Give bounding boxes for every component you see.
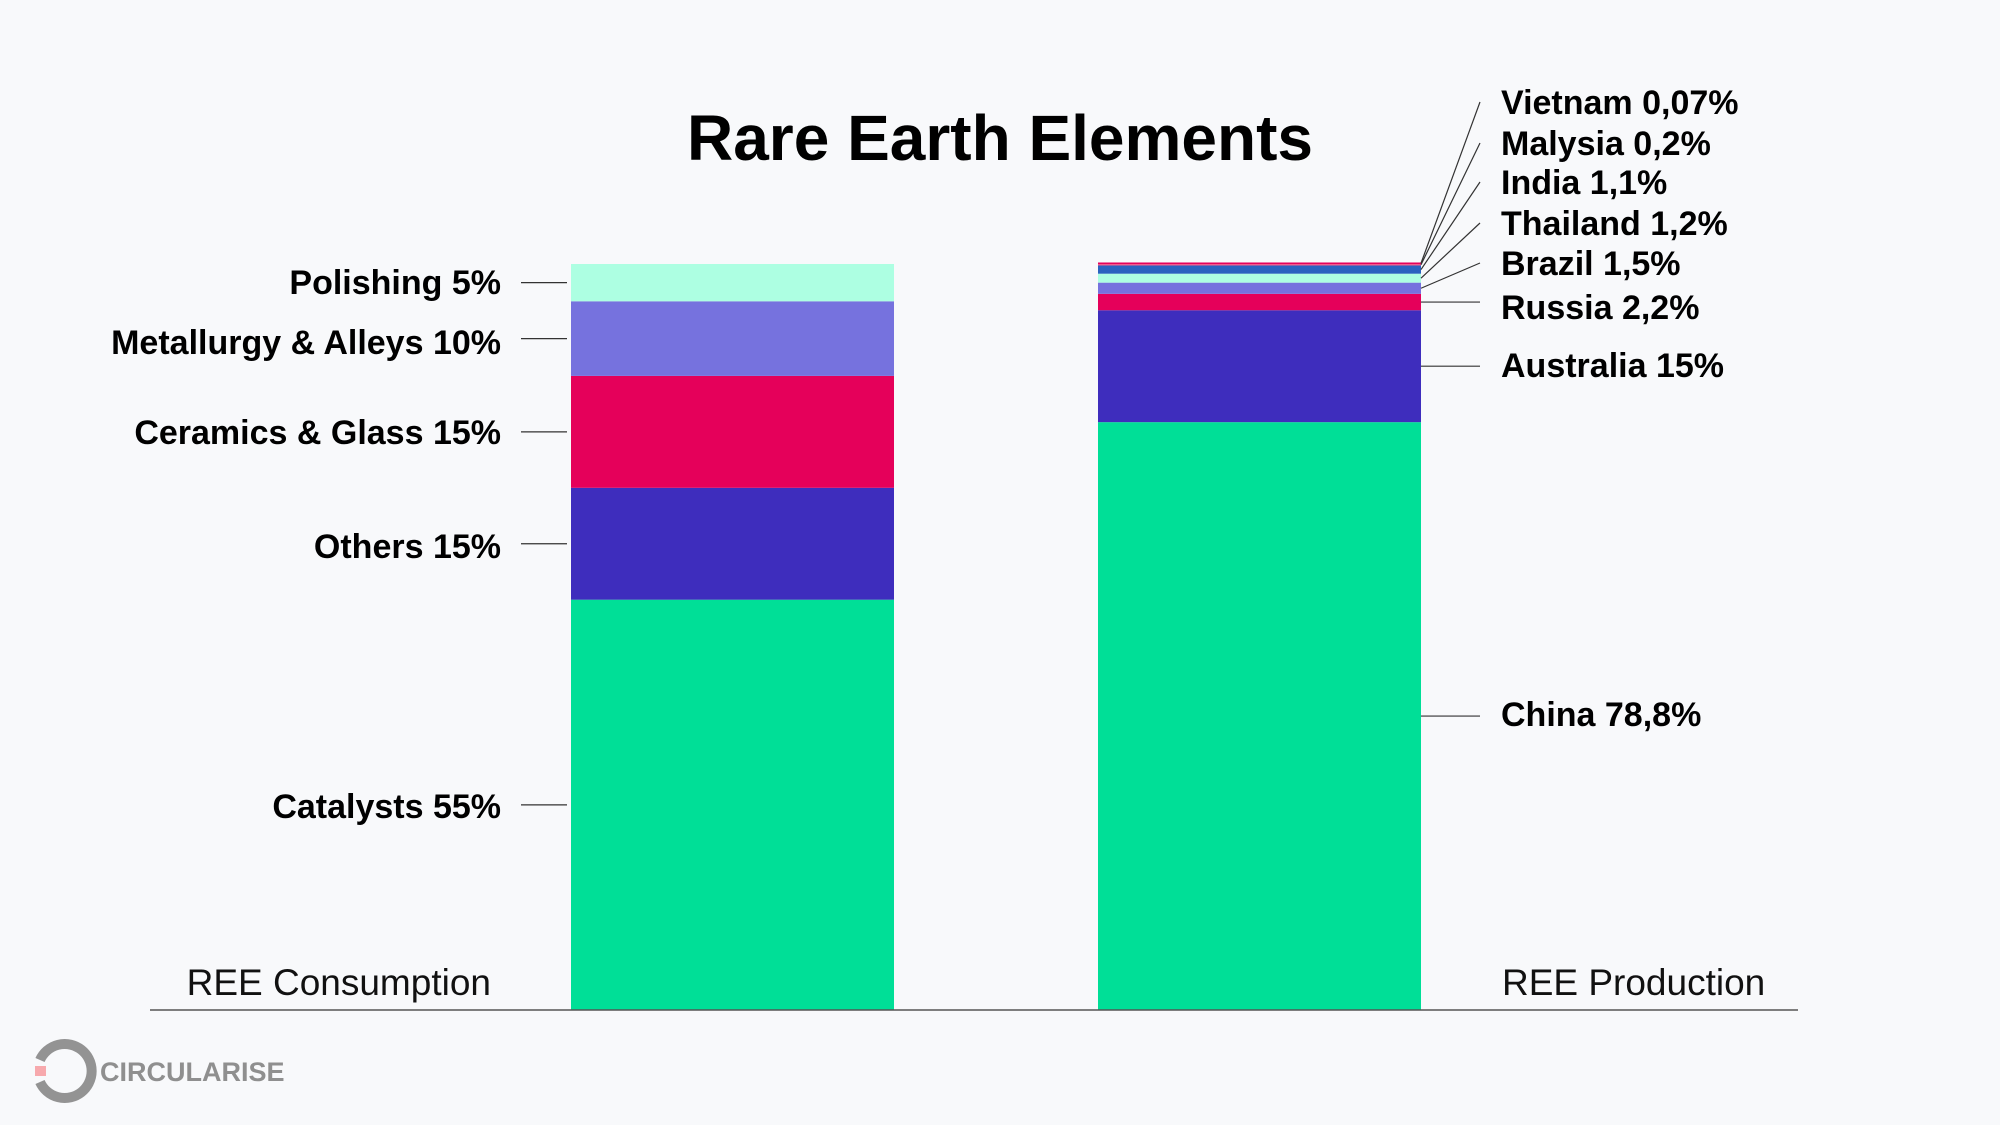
bar-segment [571,375,894,488]
segment-label: Australia 15% [1501,347,1724,385]
bar-segment [1098,262,1421,264]
bar-segment [1098,310,1421,423]
bar-segment [1098,265,1421,274]
segment-label: China 78,8% [1501,696,1701,734]
category-label-consumption: REE Consumption [187,962,491,1003]
leader-line [1420,181,1481,270]
segment-label: India 1,1% [1501,164,1667,202]
logo-text: CIRCULARISE [100,1057,285,1087]
segment-label: Brazil 1,5% [1501,245,1681,283]
bar-segment [1098,263,1421,266]
segment-label: Catalysts 55% [272,788,501,826]
leader-line [1420,142,1481,266]
bar-segment [571,487,894,600]
circularise-logo: CIRCULARISE [35,1039,285,1103]
segment-label: Polishing 5% [289,264,501,302]
bar-segment [1098,273,1421,283]
bar-segment [571,301,894,376]
leader-line [1420,101,1481,264]
segment-label: Others 15% [314,528,501,566]
bar-segment [571,264,894,302]
bar-segment [1098,293,1421,311]
bar-segment [1098,422,1421,1011]
category-label-production: REE Production [1502,962,1765,1003]
segment-label: Malysia 0,2% [1501,125,1711,163]
chart-title: Rare Earth Elements [687,102,1313,174]
bar-segment [1098,282,1421,294]
logo-ring-icon [35,1039,97,1103]
logo-accent-square [35,1066,46,1076]
segment-label: Thailand 1,2% [1501,205,1728,243]
leader-line [1420,222,1481,279]
segment-label: Vietnam 0,07% [1501,84,1739,122]
bar-segment [571,599,894,1010]
segment-label: Russia 2,2% [1501,289,1699,327]
segment-label: Metallurgy & Alleys 10% [111,324,501,362]
leader-line [1420,262,1481,289]
segment-label: Ceramics & Glass 15% [134,414,501,452]
